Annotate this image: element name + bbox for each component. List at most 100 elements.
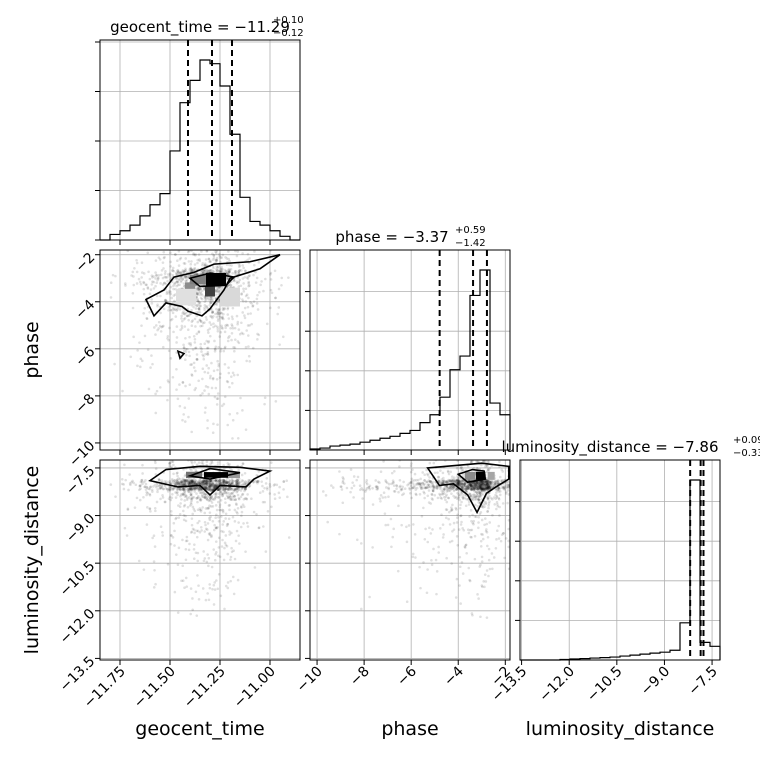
sample-point: [485, 483, 489, 486]
sample-point: [472, 484, 476, 488]
sample-point: [234, 250, 237, 253]
sample-point: [197, 330, 201, 333]
sample-point: [442, 490, 445, 494]
sample-point: [241, 332, 245, 336]
sample-point: [252, 263, 256, 267]
sample-point: [198, 319, 202, 322]
panel-frame: [99, 39, 301, 241]
sample-point: [471, 493, 474, 497]
sample-point: [470, 487, 474, 490]
sample-point: [141, 472, 144, 475]
sample-point: [191, 608, 194, 612]
sample-point: [179, 279, 183, 282]
sample-point: [482, 482, 485, 486]
sample-point: [177, 278, 181, 282]
sample-point: [203, 268, 207, 271]
title-geocent-time-sup: +0.10: [273, 15, 304, 26]
sample-point: [209, 485, 212, 489]
sample-point: [154, 473, 158, 476]
sample-point: [191, 488, 195, 491]
sample-point: [166, 334, 170, 338]
sample-point: [227, 481, 231, 484]
sample-point: [154, 324, 158, 327]
sample-point: [208, 482, 212, 486]
sample-point: [341, 501, 345, 505]
sample-point: [467, 566, 471, 570]
sample-point: [237, 488, 241, 492]
sample-point: [190, 523, 194, 527]
sample-point: [204, 297, 207, 301]
sample-point: [126, 508, 130, 511]
sample-point: [467, 531, 471, 535]
sample-point: [157, 256, 161, 259]
sample-point: [411, 552, 415, 556]
sample-point: [479, 480, 482, 484]
histogram-geocent_time: [100, 59, 300, 241]
sample-point: [170, 482, 174, 485]
sample-point: [460, 484, 464, 488]
sample-point: [421, 471, 425, 474]
sample-point: [109, 483, 113, 486]
sample-point: [478, 485, 482, 489]
sample-point: [440, 497, 444, 500]
sample-point: [257, 526, 261, 529]
sample-point: [223, 268, 227, 272]
sample-point: [379, 499, 382, 503]
sample-point: [228, 530, 231, 533]
sample-point: [231, 482, 235, 485]
sample-point: [130, 274, 133, 277]
sample-point: [446, 480, 449, 484]
sample-point: [193, 478, 196, 482]
sample-point: [168, 461, 172, 465]
sample-point: [152, 485, 155, 488]
sample-point: [461, 482, 464, 486]
sample-point: [187, 480, 191, 484]
sample-point: [507, 481, 510, 484]
sample-point: [480, 480, 484, 483]
sample-point: [224, 256, 227, 259]
sample-point: [469, 509, 473, 512]
sample-point: [255, 276, 259, 280]
sample-point: [496, 480, 499, 483]
sample-point: [457, 481, 460, 485]
sample-point: [207, 485, 211, 489]
sample-point: [234, 269, 237, 273]
sample-point: [264, 277, 267, 281]
sample-point: [133, 506, 137, 510]
sample-point: [232, 488, 235, 491]
sample-point: [166, 279, 169, 283]
sample-point: [240, 487, 243, 490]
sample-point: [469, 487, 473, 490]
sample-point: [139, 357, 143, 361]
sample-point: [231, 418, 235, 422]
sample-point: [209, 334, 212, 338]
sample-point: [469, 487, 473, 491]
sample-point: [190, 497, 194, 501]
sample-point: [470, 519, 473, 523]
sample-point: [497, 524, 501, 528]
sample-point: [448, 486, 452, 490]
sample-point: [193, 253, 197, 257]
sample-point: [196, 288, 199, 291]
sample-point: [158, 484, 162, 487]
sample-point: [246, 493, 249, 496]
sample-point: [200, 297, 204, 301]
sample-point: [159, 497, 162, 501]
sample-point: [196, 487, 200, 491]
sample-point: [187, 490, 191, 493]
sample-point: [249, 312, 252, 315]
sample-point: [204, 479, 207, 483]
sample-point: [193, 528, 196, 532]
sample-point: [442, 479, 446, 482]
sample-point: [143, 334, 147, 338]
sample-point: [504, 537, 508, 540]
sample-point: [184, 350, 188, 353]
sample-point: [472, 483, 476, 487]
sample-point: [191, 479, 194, 483]
sample-point: [215, 303, 219, 306]
sample-point: [474, 487, 478, 490]
sample-point: [487, 488, 490, 492]
sample-point: [471, 513, 474, 517]
sample-point: [169, 285, 173, 289]
sample-point: [226, 423, 230, 427]
